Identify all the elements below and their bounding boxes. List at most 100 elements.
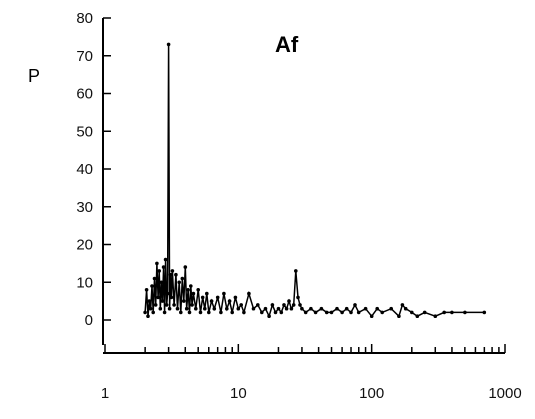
- data-point: [242, 310, 246, 315]
- data-point: [198, 310, 203, 315]
- y-tick-label: 70: [76, 48, 93, 65]
- data-point: [287, 299, 291, 303]
- data-point: [255, 303, 260, 307]
- data-point: [163, 257, 168, 262]
- series-layer: [143, 42, 487, 319]
- data-point: [177, 280, 181, 285]
- data-point: [363, 306, 368, 311]
- data-point: [179, 310, 183, 315]
- data-point: [289, 306, 294, 311]
- data-point: [463, 310, 467, 315]
- data-point: [335, 306, 339, 311]
- data-point: [175, 306, 180, 311]
- data-point: [324, 310, 329, 315]
- data-point: [270, 303, 275, 307]
- data-point: [329, 310, 334, 315]
- data-point: [174, 272, 178, 277]
- data-point: [353, 303, 357, 307]
- data-point: [184, 306, 189, 311]
- y-tick-label: 30: [76, 199, 93, 216]
- data-point: [203, 306, 207, 311]
- data-point: [194, 306, 198, 311]
- data-point: [309, 306, 313, 311]
- y-tick-label: 80: [76, 10, 93, 27]
- data-point: [158, 306, 163, 311]
- data-point: [150, 284, 154, 288]
- data-point: [267, 314, 271, 319]
- x-tick-label: 1: [101, 385, 109, 402]
- y-tick-label: 60: [76, 86, 93, 103]
- y-tick-label: 20: [76, 237, 93, 254]
- data-point: [162, 310, 167, 315]
- data-point: [236, 306, 241, 311]
- data-point: [190, 303, 194, 307]
- data-point: [215, 295, 220, 300]
- data-point: [143, 310, 147, 315]
- data-point: [170, 269, 175, 273]
- x-tick-label: 100: [359, 385, 384, 402]
- y-tick-label: 0: [85, 312, 93, 329]
- data-point: [222, 291, 226, 296]
- data-point: [375, 306, 380, 311]
- data-point: [415, 314, 420, 319]
- data-point: [349, 310, 353, 315]
- data-point: [152, 276, 157, 281]
- data-point: [159, 280, 164, 285]
- data-point: [219, 310, 223, 315]
- data-point: [168, 272, 173, 277]
- data-point: [389, 306, 394, 311]
- chart-title: Af: [275, 32, 299, 57]
- data-point: [230, 310, 234, 315]
- data-point: [144, 288, 149, 292]
- y-tick-label: 10: [76, 274, 93, 291]
- data-point: [276, 306, 281, 311]
- data-point: [155, 261, 159, 266]
- data-point: [294, 269, 298, 273]
- data-point: [298, 303, 302, 307]
- data-point: [442, 310, 447, 315]
- data-point: [196, 288, 200, 292]
- x-ticks: 1 10 100 1000: [101, 344, 522, 402]
- data-point: [403, 306, 408, 311]
- data-point: [212, 306, 217, 311]
- data-point: [160, 299, 165, 303]
- data-point: [291, 303, 296, 307]
- data-point: [369, 314, 374, 319]
- data-point: [340, 310, 344, 315]
- data-point: [209, 299, 214, 303]
- data-point: [282, 303, 286, 307]
- data-point: [356, 310, 361, 315]
- data-point: [207, 310, 211, 315]
- data-point: [279, 310, 284, 315]
- data-point: [263, 306, 268, 311]
- data-point: [166, 42, 171, 47]
- data-point: [186, 288, 190, 292]
- data-point: [433, 314, 438, 319]
- data-point: [319, 306, 324, 311]
- data-point: [410, 310, 414, 315]
- data-point: [380, 310, 385, 315]
- data-point: [169, 295, 174, 300]
- data-point: [422, 310, 427, 315]
- data-point: [148, 306, 153, 311]
- data-point: [260, 310, 264, 315]
- data-point: [182, 299, 186, 303]
- y-tick-label: 50: [76, 123, 93, 140]
- data-point: [227, 299, 232, 303]
- data-point: [172, 303, 176, 307]
- data-point: [273, 310, 278, 315]
- data-point: [225, 306, 229, 311]
- data-point: [157, 269, 161, 273]
- data-point: [164, 303, 169, 307]
- x-tick-label: 1000: [488, 385, 521, 402]
- data-point: [284, 306, 289, 311]
- data-point: [296, 295, 300, 300]
- y-ticks: 0 10 20 30 40 50 60 70 80: [76, 10, 111, 329]
- data-point: [146, 314, 150, 319]
- data-point: [247, 291, 251, 296]
- data-point: [205, 291, 209, 296]
- data-point: [400, 303, 405, 307]
- data-point: [165, 291, 170, 296]
- data-point: [167, 306, 172, 311]
